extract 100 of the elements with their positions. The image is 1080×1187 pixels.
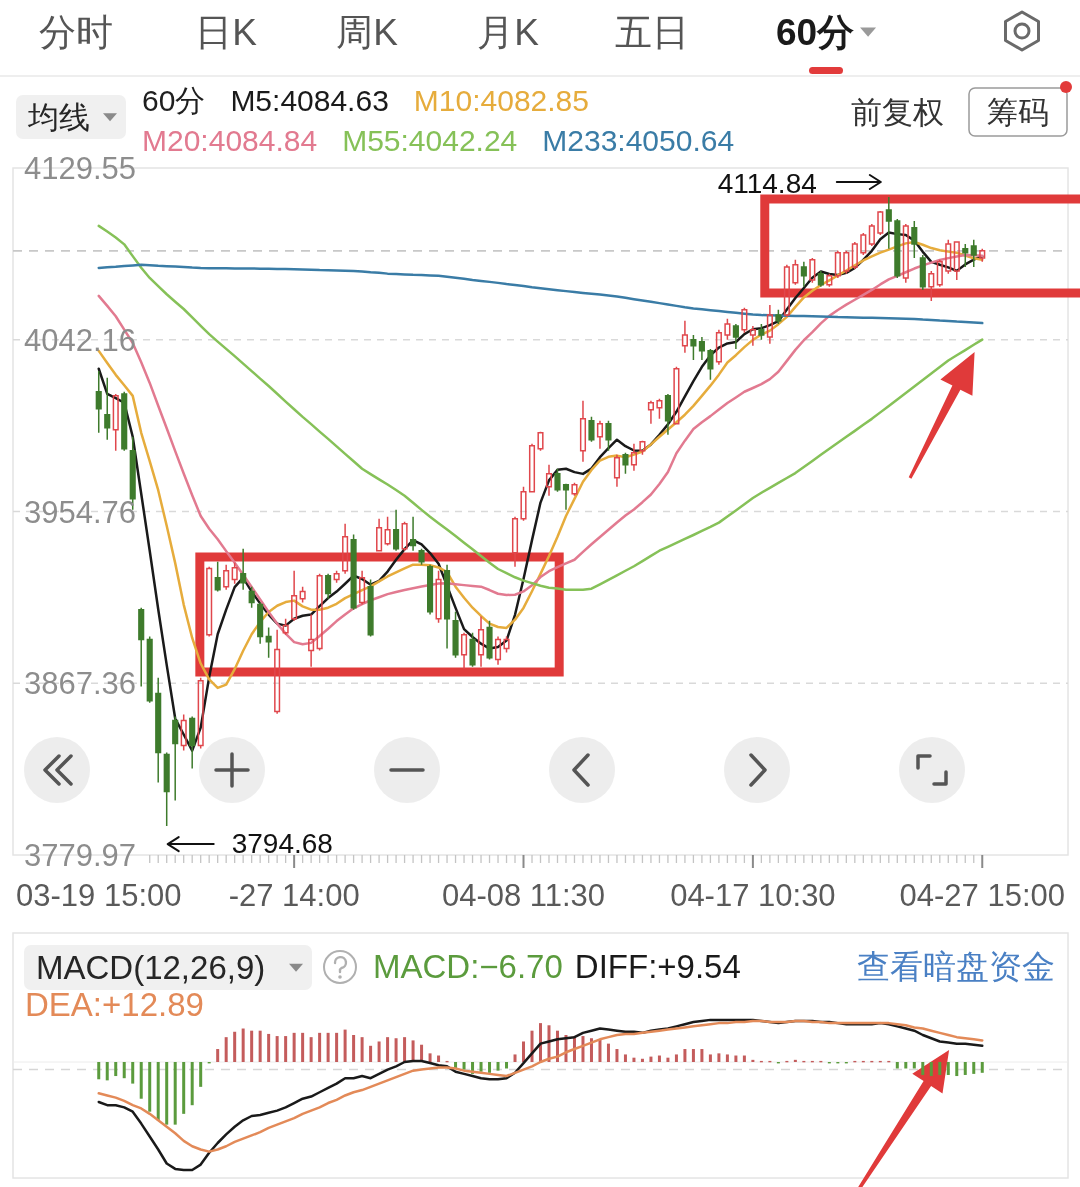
candlestick — [860, 232, 867, 256]
candlestick — [197, 676, 204, 750]
candlestick — [605, 420, 612, 452]
candlestick — [630, 443, 638, 472]
text: 60分 — [775, 12, 855, 53]
text: 查看暗盘资金 — [857, 948, 1055, 985]
candlestick — [206, 565, 213, 638]
candlestick — [945, 239, 952, 275]
bar — [895, 1062, 899, 1069]
candlestick — [681, 320, 688, 354]
bar — [522, 1041, 526, 1062]
candlestick — [817, 270, 824, 288]
candlestick — [766, 304, 773, 345]
chart-title: MACD(12,26,9) — [36, 948, 266, 986]
bar — [267, 1033, 271, 1062]
candlestick — [843, 250, 850, 275]
candlestick — [809, 257, 816, 284]
bar — [734, 1055, 738, 1062]
legend-title: 均线 — [27, 100, 90, 135]
bar — [301, 1032, 305, 1062]
x-tick-label: 03-19 15:00 — [16, 878, 182, 913]
candlestick — [834, 250, 841, 279]
candlestick — [477, 615, 485, 668]
bar — [649, 1056, 653, 1062]
bar — [598, 1039, 602, 1062]
candlestick — [715, 329, 722, 366]
bar — [250, 1030, 254, 1062]
candlestick — [928, 270, 935, 302]
candlestick — [223, 563, 230, 591]
bar — [131, 1062, 135, 1084]
bar — [139, 1062, 143, 1099]
text: M55:4042.24 — [342, 124, 518, 157]
y-tick-label: 3954.76 — [24, 494, 137, 530]
candlestick — [350, 533, 357, 611]
bar — [488, 1062, 492, 1073]
candlestick — [868, 223, 875, 247]
candlestick — [571, 481, 578, 497]
bar — [352, 1035, 356, 1062]
bar — [955, 1062, 959, 1077]
candlestick — [732, 323, 739, 350]
bar — [411, 1040, 415, 1062]
candlestick — [443, 563, 451, 650]
bar — [360, 1037, 364, 1062]
candlestick — [656, 398, 663, 420]
candlestick — [579, 400, 587, 463]
text: M233:4050.64 — [542, 124, 735, 157]
text: 前复权 — [851, 95, 944, 130]
candlestick — [647, 400, 654, 425]
bar — [241, 1028, 245, 1062]
bar — [224, 1037, 228, 1062]
candlestick — [741, 307, 748, 334]
candlestick — [138, 606, 145, 688]
candlestick — [393, 508, 400, 552]
bar — [623, 1054, 627, 1062]
candlestick — [359, 570, 366, 606]
bar — [717, 1053, 721, 1062]
bar — [505, 1062, 509, 1069]
candlestick — [970, 239, 977, 268]
bar — [700, 1049, 704, 1062]
bar — [904, 1062, 908, 1069]
candlestick — [936, 259, 943, 288]
annotation: 3794.68 — [231, 828, 333, 860]
bar — [479, 1062, 483, 1072]
candlestick — [588, 415, 595, 443]
candlestick — [155, 676, 162, 784]
bar — [190, 1062, 194, 1106]
bar — [216, 1049, 220, 1062]
bar — [513, 1054, 517, 1062]
candlestick — [282, 617, 289, 636]
bar — [105, 1062, 109, 1081]
candlestick — [231, 561, 238, 585]
candlestick — [537, 431, 544, 452]
candlestick — [698, 336, 705, 361]
candlestick — [172, 715, 179, 802]
candlestick — [775, 309, 782, 325]
candlestick — [104, 377, 111, 441]
candlestick — [639, 439, 646, 456]
candlestick — [622, 451, 629, 475]
candlestick — [826, 273, 833, 288]
bar — [148, 1062, 152, 1112]
candlestick — [613, 454, 621, 488]
bar — [657, 1055, 661, 1062]
bar — [640, 1058, 644, 1062]
series-label: DIFF:+9.54 — [574, 948, 741, 985]
candlestick — [503, 635, 510, 654]
candlestick — [257, 601, 264, 645]
bar — [980, 1062, 984, 1073]
bar — [275, 1036, 279, 1062]
bar — [173, 1062, 177, 1125]
annotation: 4114.84 — [717, 168, 817, 199]
candlestick — [486, 619, 493, 661]
candlestick — [528, 443, 536, 493]
candlestick — [460, 631, 468, 670]
candlestick — [112, 393, 119, 452]
candlestick — [240, 548, 247, 591]
bar — [309, 1037, 313, 1062]
bar — [437, 1055, 441, 1062]
bar — [284, 1036, 288, 1062]
candlestick — [545, 464, 553, 497]
line-series — [97, 263, 984, 325]
